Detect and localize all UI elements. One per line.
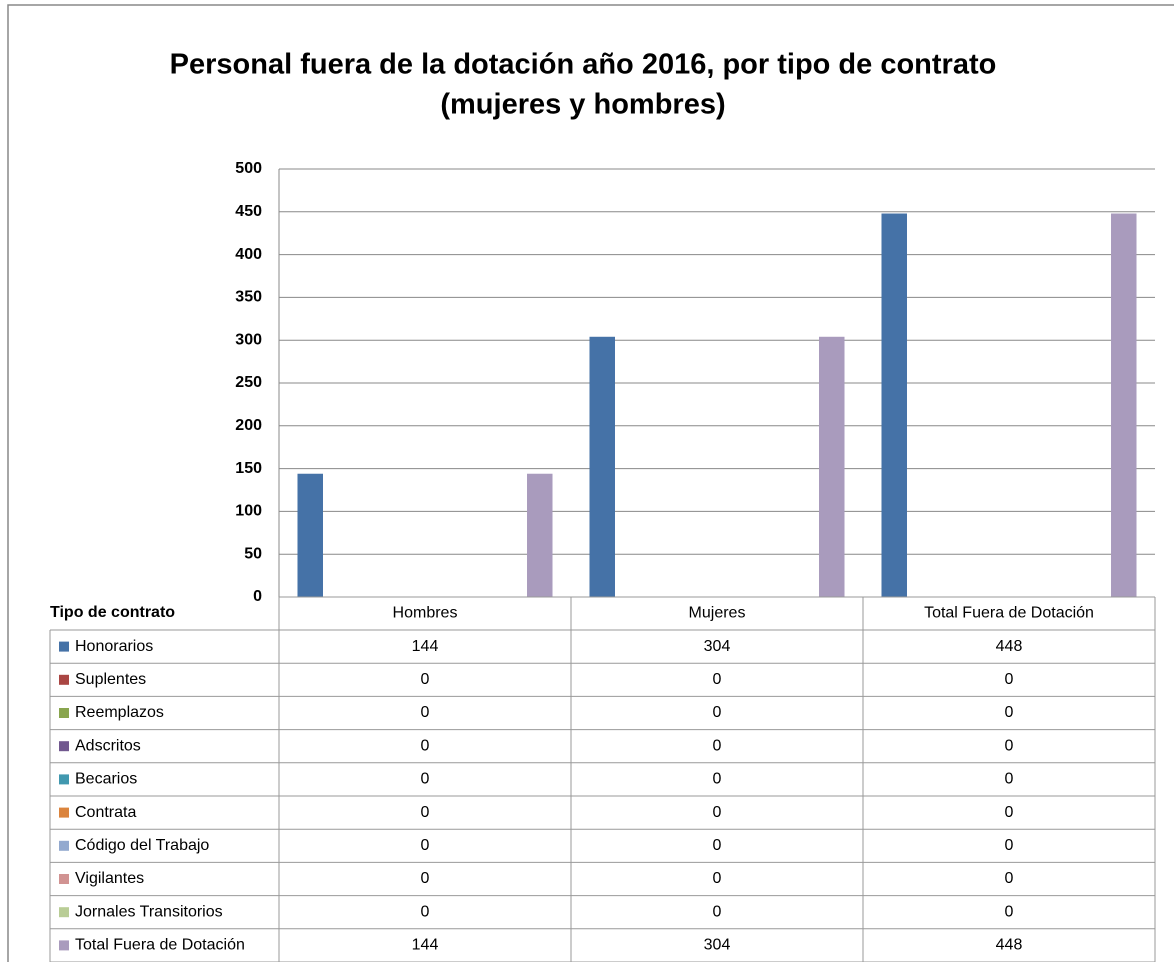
table-value: 304 [704, 937, 731, 954]
legend-key [59, 874, 69, 884]
legend-label: Reemplazos [75, 704, 164, 721]
table-value: 0 [713, 870, 722, 887]
x-tick-label: Hombres [393, 605, 458, 622]
table-value: 304 [704, 638, 731, 655]
table-header: Tipo de contrato [50, 604, 175, 621]
legend-key [59, 907, 69, 918]
y-tick-label: 200 [235, 417, 262, 434]
legend-label: Becarios [75, 771, 137, 788]
table-value: 0 [713, 837, 722, 854]
table-value: 0 [1005, 804, 1014, 821]
y-tick-label: 300 [235, 331, 262, 348]
table-value: 0 [421, 704, 430, 721]
y-tick-label: 450 [235, 203, 262, 220]
table-value: 0 [1005, 837, 1014, 854]
table-value: 0 [421, 737, 430, 754]
legend-label: Código del Trabajo [75, 837, 209, 854]
y-tick-label: 100 [235, 503, 262, 520]
legend-key [59, 708, 69, 718]
legend-label: Honorarios [75, 638, 153, 655]
y-tick-label: 350 [235, 289, 262, 306]
table-value: 0 [421, 671, 430, 688]
table-value: 0 [713, 737, 722, 754]
table-value: 0 [421, 870, 430, 887]
table-value: 448 [996, 937, 1023, 954]
y-tick-label: 500 [235, 160, 262, 177]
table-value: 0 [713, 903, 722, 920]
table-value: 0 [421, 903, 430, 920]
legend-label: Total Fuera de Dotación [75, 937, 245, 954]
table-value: 0 [1005, 903, 1014, 920]
table-value: 0 [713, 671, 722, 688]
table-value: 0 [713, 804, 722, 821]
table-value: 0 [1005, 671, 1014, 688]
legend-label: Jornales Transitorios [75, 903, 223, 920]
table-value: 0 [1005, 737, 1014, 754]
chart-title: (mujeres y hombres) [440, 89, 725, 121]
table-value: 0 [421, 771, 430, 788]
bar [881, 213, 907, 597]
table-value: 144 [412, 638, 439, 655]
bar [527, 473, 553, 597]
x-tick-label: Total Fuera de Dotación [924, 605, 1094, 622]
x-tick-label: Mujeres [689, 605, 746, 622]
legend-key [59, 741, 69, 752]
table-value: 0 [1005, 704, 1014, 721]
legend-key [59, 840, 69, 851]
legend-label: Vigilantes [75, 870, 144, 887]
legend-label: Suplentes [75, 671, 146, 688]
chart-title: Personal fuera de la dotación año 2016, … [170, 49, 997, 81]
y-tick-label: 400 [235, 246, 262, 263]
bar [589, 336, 615, 597]
table-value: 0 [713, 771, 722, 788]
table-value: 144 [412, 937, 439, 954]
legend-key [59, 940, 69, 951]
legend-label: Contrata [75, 804, 136, 821]
legend-key [59, 774, 69, 785]
bar [1111, 213, 1137, 597]
bar [819, 336, 845, 597]
table-value: 0 [421, 837, 430, 854]
table-value: 448 [996, 638, 1023, 655]
table-value: 0 [1005, 771, 1014, 788]
legend-key [59, 674, 69, 685]
y-tick-label: 250 [235, 374, 262, 391]
legend-key [59, 807, 69, 818]
y-tick-label: 150 [235, 460, 262, 477]
y-tick-label: 50 [244, 545, 262, 562]
legend-label: Adscritos [75, 737, 141, 754]
bar [297, 473, 323, 597]
table-value: 0 [421, 804, 430, 821]
table-value: 0 [713, 704, 722, 721]
table-value: 0 [1005, 870, 1014, 887]
legend-key [59, 641, 69, 652]
y-tick-label: 0 [253, 588, 262, 605]
